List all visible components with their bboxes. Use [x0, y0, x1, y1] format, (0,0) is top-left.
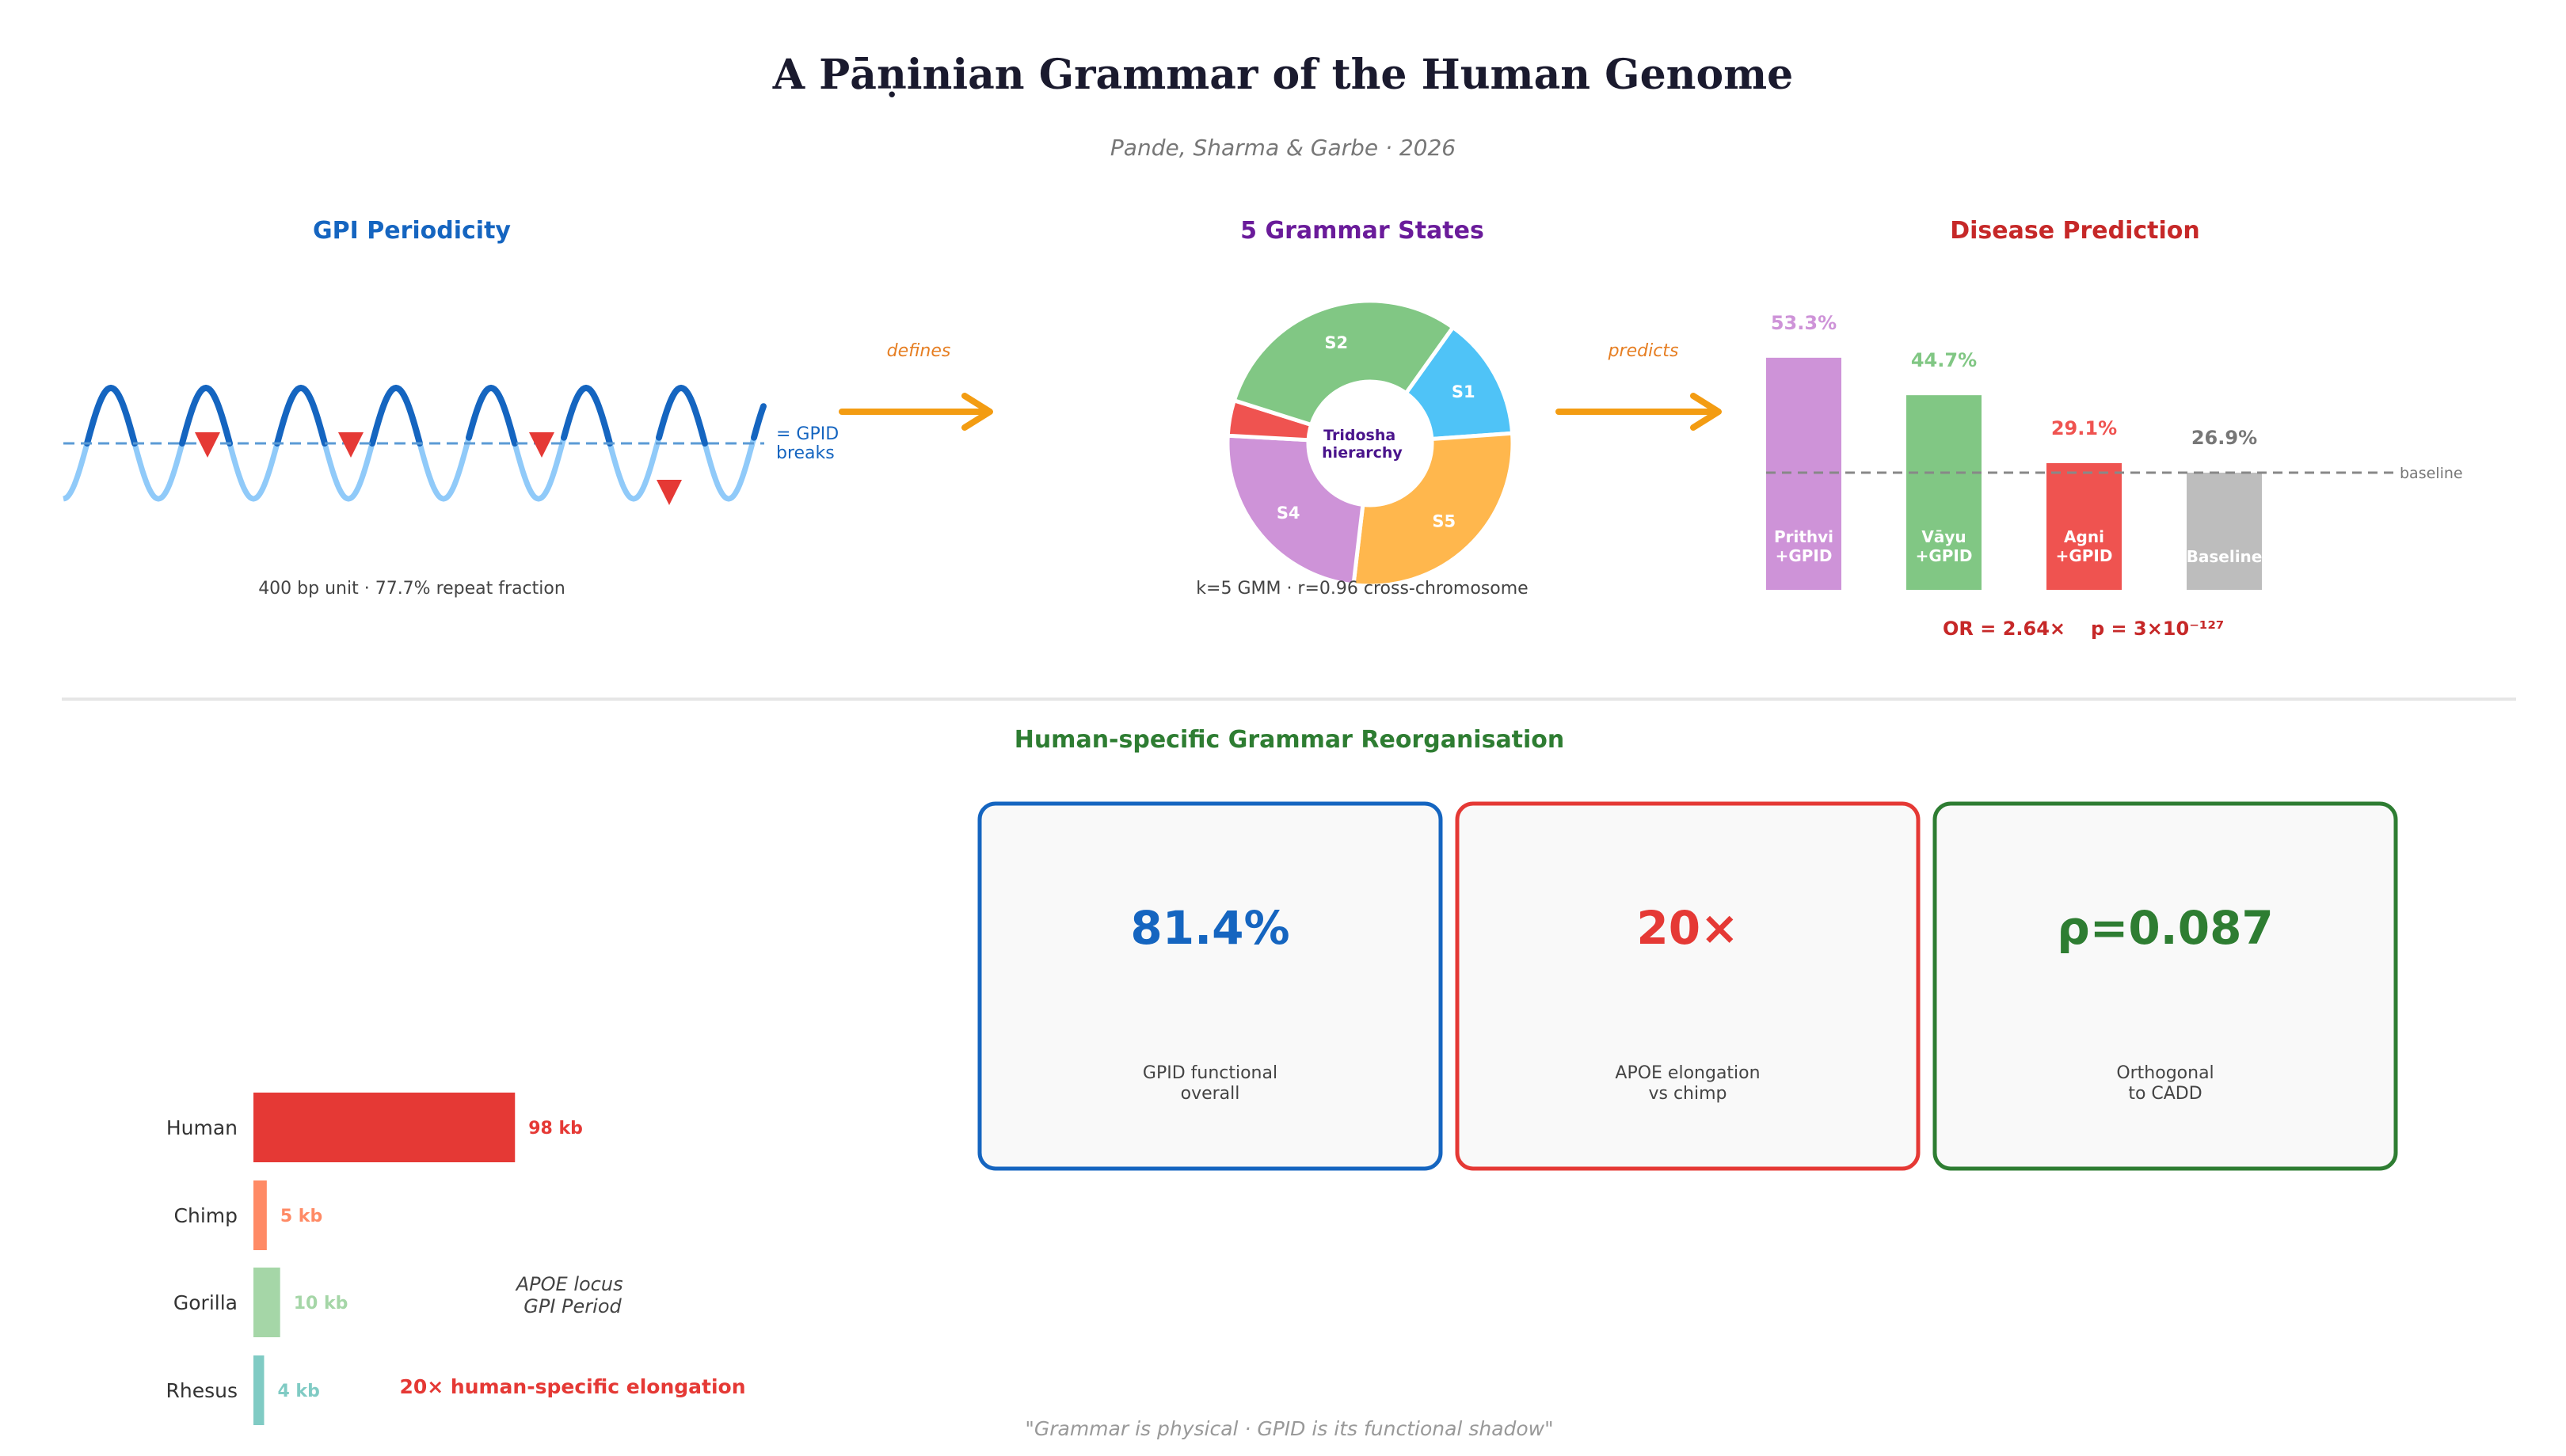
defines-arrow [839, 393, 993, 431]
gpid-legend-line1: = GPID [776, 424, 839, 444]
apoe-elongation-chart: Human 98 kb Chimp 5 kb Gorilla 10 kb Rhesus 4 k… [166, 1093, 583, 1425]
disease-value-label: 26.9% [2191, 427, 2257, 449]
p-value-text: p = 3×10⁻¹²⁷ [2091, 618, 2224, 640]
donut-slice-s5 [1351, 431, 1515, 588]
wave-peak [274, 384, 328, 447]
apoe-species-label: Chimp [174, 1204, 238, 1227]
disease-title: Disease Prediction [1950, 217, 2200, 245]
apoe-bar [253, 1093, 516, 1162]
periodicity-title: GPI Periodicity [313, 217, 511, 245]
states-caption: k=5 GMM · r=0.96 cross-chromosome [1196, 579, 1528, 599]
disease-category-label: +GPID [1776, 546, 1833, 565]
stat-card-label: GPID functional [1143, 1063, 1277, 1083]
gpi-wave-plot [63, 384, 767, 505]
disease-category-label: Agni [2064, 527, 2104, 546]
gpid-break-marker [529, 432, 554, 458]
stat-card-value: 20× [1636, 901, 1738, 955]
disease-bar-chart: 53.3%Prithvi+GPID44.7%Vāyu+GPID29.1%Agni… [1766, 312, 2463, 590]
apoe-bar [253, 1355, 265, 1425]
wave-peak [466, 384, 518, 447]
stat-card [1932, 801, 2398, 1171]
defines-label: defines [887, 341, 951, 361]
gpid-break-marker [195, 432, 220, 458]
stat-card-label: Orthogonal [2116, 1063, 2214, 1083]
apoe-locus-label: APOE locus GPI Period [515, 1273, 629, 1317]
wave-peak [369, 384, 423, 447]
donut-slice-label: S2 [1324, 333, 1348, 352]
disease-category-label: +GPID [2056, 546, 2113, 565]
stat-card-label: overall [1181, 1084, 1240, 1104]
baseline-label: baseline [2400, 465, 2463, 482]
donut-slice-s4 [1225, 433, 1365, 587]
stat-card [977, 801, 1443, 1171]
stat-card-value: 81.4% [1130, 901, 1289, 955]
grammar-states-donut: S1 S5 S4 S2 [1225, 298, 1515, 588]
page-subtitle: Pande, Sharma & Garbe · 2026 [1110, 135, 1456, 161]
donut-center-line2: hierarchy [1322, 444, 1403, 462]
apoe-bar [253, 1268, 280, 1337]
stat-card-label: vs chimp [1648, 1084, 1727, 1104]
apoe-value-label: 10 kb [294, 1294, 348, 1313]
periodicity-caption: 400 bp unit · 77.7% repeat fraction [258, 579, 565, 599]
wave-peak [84, 384, 138, 447]
stat-card [1455, 801, 1921, 1171]
section2-title: Human-specific Grammar Reorganisation [1015, 726, 1565, 754]
donut-center-line1: Tridosha [1323, 427, 1395, 444]
disease-value-label: 53.3% [1771, 312, 1837, 334]
wave-peak [561, 384, 613, 447]
apoe-species-label: Human [166, 1116, 238, 1139]
wave-peak [179, 384, 233, 447]
gpid-legend: = GPID breaks [776, 424, 844, 463]
page-title: A Pāṇinian Grammar of the Human Genome [772, 51, 1794, 99]
disease-category-label: +GPID [1916, 546, 1973, 565]
apoe-species-label: Gorilla [173, 1291, 238, 1314]
predicts-label: predicts [1608, 341, 1679, 361]
elongation-note: 20× human-specific elongation [399, 1375, 745, 1398]
stat-card-label: APOE elongation [1615, 1063, 1760, 1083]
donut-slice-label: S1 [1452, 382, 1475, 401]
disease-category-label: Baseline [2187, 547, 2263, 566]
apoe-value-label: 98 kb [528, 1119, 583, 1139]
odds-ratio-text: OR = 2.64× [1943, 618, 2065, 640]
disease-category-label: Vāyu [1921, 527, 1966, 546]
disease-bar [1906, 395, 1982, 590]
donut-center-label: Tridosha hierarchy [1322, 427, 1403, 462]
donut-slice-s2 [1232, 298, 1456, 428]
donut-slice-s1 [1403, 325, 1515, 442]
apoe-bar [253, 1180, 267, 1250]
apoe-species-label: Rhesus [166, 1379, 238, 1402]
stat-card-value: ρ=0.087 [2057, 901, 2274, 955]
donut-slice-label: S5 [1432, 512, 1456, 531]
apoe-value-label: 5 kb [280, 1207, 322, 1226]
stat-card-label: to CADD [2128, 1084, 2202, 1104]
states-title: 5 Grammar States [1240, 217, 1484, 245]
disease-value-label: 44.7% [1911, 349, 1977, 371]
donut-slice-label: S4 [1277, 504, 1300, 523]
apoe-label-line2: GPI Period [523, 1295, 622, 1317]
predicts-arrow [1555, 393, 1722, 431]
wave-peak [656, 384, 708, 447]
gpid-legend-line2: breaks [776, 443, 835, 463]
gpid-break-marker [338, 432, 364, 458]
disease-bar [2187, 473, 2262, 590]
apoe-value-label: 4 kb [277, 1382, 319, 1401]
apoe-label-line1: APOE locus [515, 1273, 623, 1295]
footer-quote: "Grammar is physical · GPID is its funct… [1025, 1417, 1553, 1440]
wave-peak [751, 403, 767, 441]
disease-category-label: Prithvi [1774, 527, 1833, 546]
gpid-break-marker [657, 480, 682, 505]
disease-bar [2046, 462, 2122, 590]
disease-value-label: 29.1% [2051, 417, 2117, 439]
